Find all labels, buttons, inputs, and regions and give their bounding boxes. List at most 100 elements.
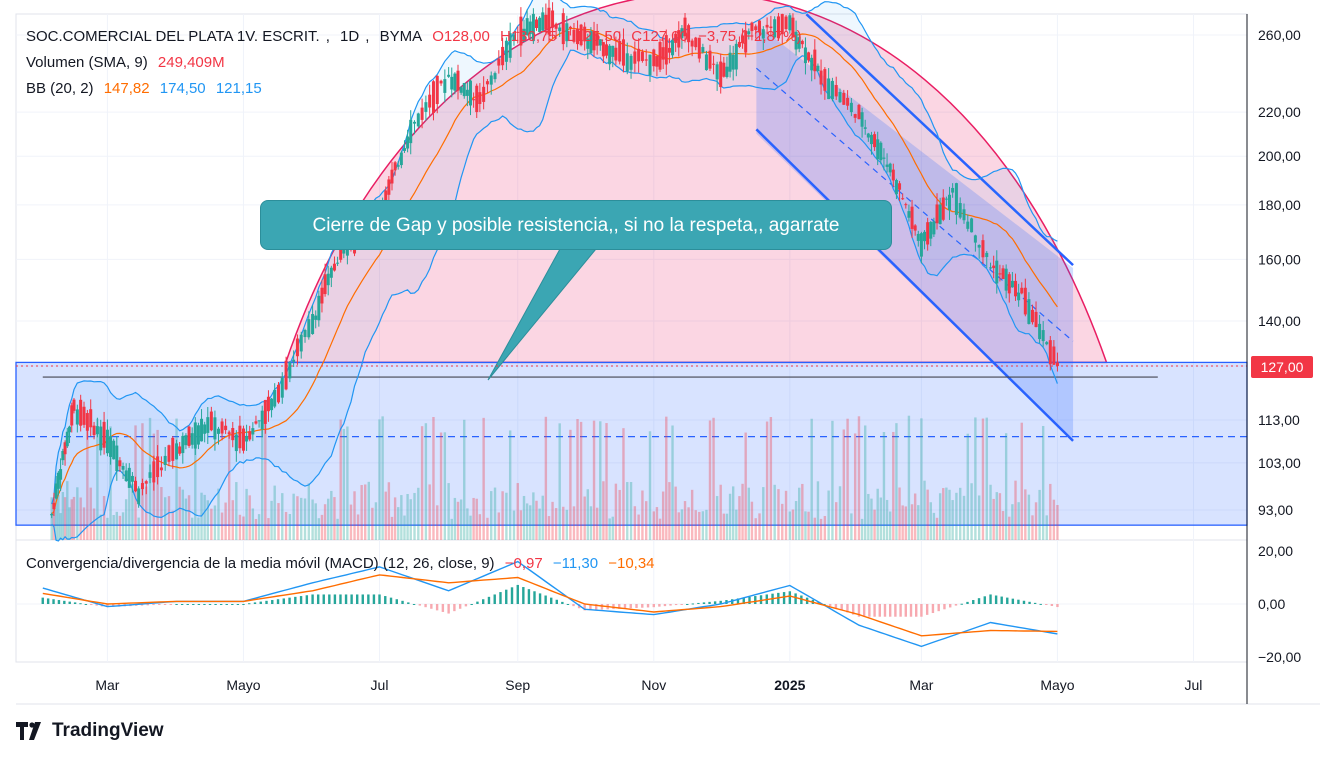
candle-body xyxy=(1038,323,1042,340)
volume-value: 249,409M xyxy=(157,54,225,71)
macd-hist-bar xyxy=(276,599,280,604)
candle-body xyxy=(512,34,516,41)
candle-body xyxy=(251,428,255,435)
channel-bottom-line xyxy=(755,128,1074,442)
volume-bar xyxy=(92,508,96,540)
volume-bar xyxy=(124,499,128,540)
volume-bar xyxy=(390,516,394,540)
candle-body xyxy=(977,245,981,248)
macd-hist-bar xyxy=(612,604,615,610)
volume-bar xyxy=(680,509,684,540)
macd-hist-bar xyxy=(846,604,849,613)
candle-body xyxy=(263,399,267,424)
candle-body xyxy=(190,433,194,445)
volume-bar xyxy=(131,483,134,540)
macd-signal-value: −10,34 xyxy=(608,555,655,572)
volume-bar xyxy=(715,496,719,540)
macd-hist-bar xyxy=(909,604,913,617)
candle-body xyxy=(72,399,76,411)
volume-bar xyxy=(203,494,206,540)
candle-body xyxy=(1010,280,1014,288)
macd-hist-bar xyxy=(84,604,88,605)
symbol-legend: SOC.COMERCIAL DEL PLATA 1V. ESCRIT., 1D,… xyxy=(26,28,802,45)
macd-hist-bar xyxy=(742,597,745,604)
volume-bar xyxy=(648,431,652,540)
candle-body xyxy=(303,329,307,338)
macd-hist-bar xyxy=(1050,604,1054,607)
volume-bar xyxy=(882,432,886,540)
volume-bar xyxy=(501,491,504,540)
candle-body xyxy=(966,221,970,229)
volume-bar xyxy=(618,489,621,540)
volume-bar xyxy=(1027,494,1031,540)
volume-bar xyxy=(102,496,106,540)
candle-body xyxy=(50,513,54,516)
volume-bar xyxy=(923,480,926,540)
bb-legend[interactable]: BB (20, 2) 147,82 174,50 121,15 xyxy=(26,80,268,97)
candle-body xyxy=(788,15,792,31)
macd-hist-bar xyxy=(561,601,564,604)
volume-bar xyxy=(66,481,69,540)
candle-body xyxy=(1007,274,1011,294)
volume-bar xyxy=(251,508,255,540)
volume-bar xyxy=(403,515,406,540)
macd-hist-bar xyxy=(888,604,892,617)
volume-bar xyxy=(371,507,374,540)
candle-body xyxy=(501,46,505,66)
annotation-callout[interactable]: Cierre de Gap y posible resistencia,, si… xyxy=(260,200,892,250)
candle-body xyxy=(568,26,572,29)
candle-body xyxy=(913,225,917,231)
macd-legend[interactable]: Convergencia/divergencia de la media móv… xyxy=(26,555,661,572)
volume-bar xyxy=(99,514,102,540)
candle-body xyxy=(680,28,684,39)
volume-bar xyxy=(813,517,817,540)
candle-body xyxy=(156,456,160,478)
macd-hist-bar xyxy=(458,604,462,609)
candle-body xyxy=(869,134,873,145)
volume-bar xyxy=(284,511,288,540)
macd-hist-bar xyxy=(629,604,632,609)
volume-bar xyxy=(569,429,572,540)
volume-legend[interactable]: Volumen (SMA, 9) 249,409M xyxy=(26,54,231,71)
candle-body xyxy=(882,157,886,159)
candle-body xyxy=(538,17,542,33)
candle-body xyxy=(916,233,920,241)
candle-body xyxy=(531,13,535,42)
volume-bar xyxy=(175,418,178,540)
volume-bar xyxy=(885,499,889,540)
bb-fill xyxy=(51,0,1058,541)
macd-hist-bar xyxy=(960,603,963,605)
volume-bar xyxy=(197,517,200,540)
volume-bar xyxy=(450,518,453,540)
candle-body xyxy=(750,22,754,32)
volume-bar xyxy=(907,415,911,540)
candle-body xyxy=(181,435,185,454)
candle-body xyxy=(667,47,671,53)
macd-hist-bar xyxy=(41,597,44,604)
macd-hist-bar xyxy=(1045,604,1048,605)
macd-hist-bar xyxy=(294,596,297,604)
macd-hist-bar xyxy=(589,604,592,611)
candle-body xyxy=(765,24,769,28)
macd-hist-bar xyxy=(236,604,240,605)
candle-body xyxy=(741,35,745,44)
candle-body xyxy=(329,267,333,278)
volume-bar xyxy=(626,482,629,540)
tradingview-brand[interactable]: TradingView xyxy=(16,720,164,742)
candle-body xyxy=(288,362,292,379)
volume-bar xyxy=(482,417,485,540)
volume-bar xyxy=(870,498,873,540)
candle-body xyxy=(595,33,599,46)
candle-body xyxy=(618,41,622,62)
candle-body xyxy=(758,20,762,33)
macd-hist-bar xyxy=(79,603,82,605)
candle-body xyxy=(326,273,330,286)
macd-hist-bar xyxy=(618,604,621,609)
macd-hist-bar xyxy=(356,594,359,604)
candle-body xyxy=(558,27,562,32)
volume-bar xyxy=(538,508,541,540)
volume-bar xyxy=(171,510,174,540)
candle-body xyxy=(115,445,119,472)
volume-bar xyxy=(61,492,65,540)
